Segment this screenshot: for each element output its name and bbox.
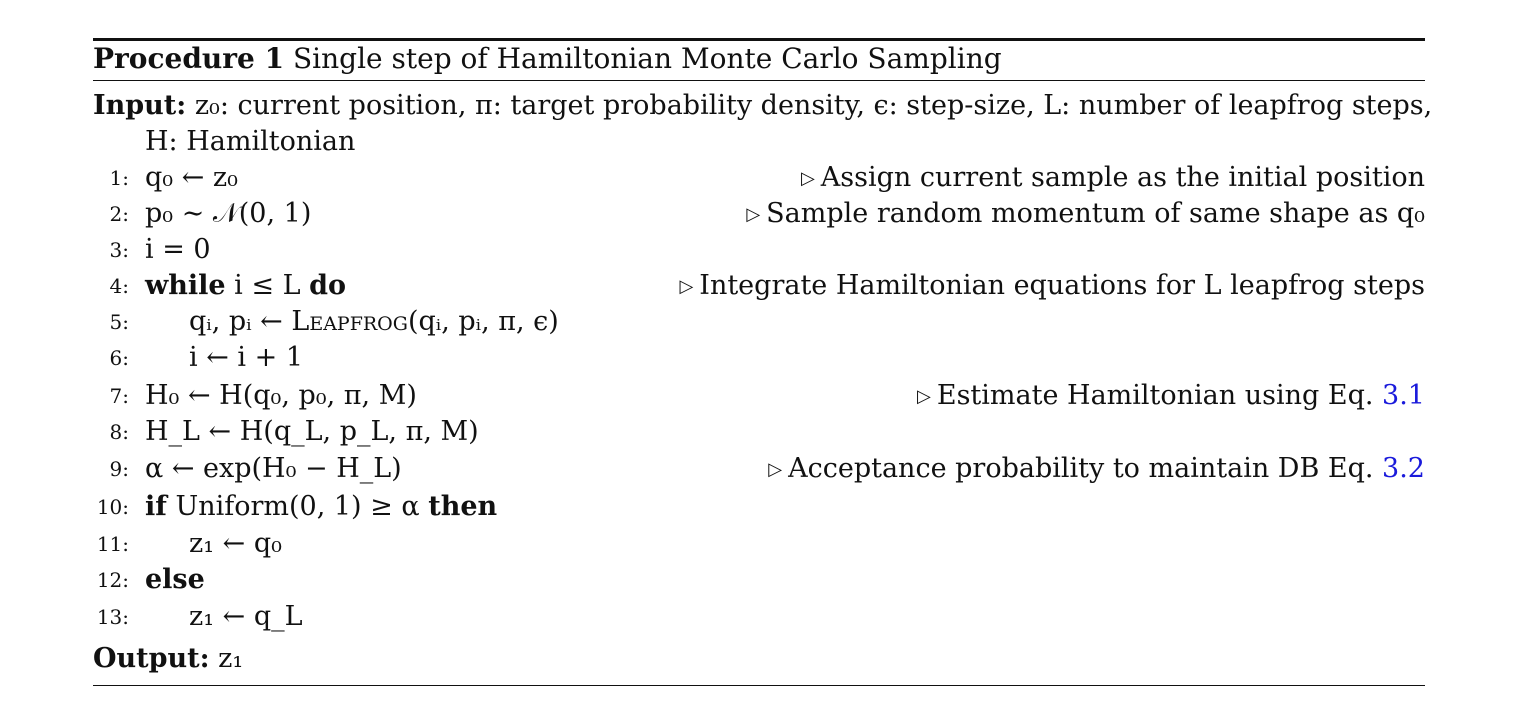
line-code: if Uniform(0, 1) ≥ α then — [145, 491, 498, 522]
line-number: 2: — [109, 202, 129, 226]
equation-ref-link[interactable]: 3.1 — [1382, 380, 1425, 411]
line-number: 10: — [96, 495, 129, 519]
line-comment: ▷ Integrate Hamiltonian equations for L l… — [679, 270, 1425, 301]
output-line: Output: z₁ — [93, 641, 1425, 677]
line-comment: ▷ Sample random momentum of same shape as… — [746, 198, 1425, 229]
line-number: 11: — [96, 532, 129, 556]
algo-line-5: 5: qᵢ, pᵢ ← Leapfrog(qᵢ, pᵢ, π, ϵ) — [93, 304, 1425, 340]
line-number: 6: — [109, 346, 129, 370]
algo-line-11: 11: z₁ ← q₀ — [93, 526, 1425, 562]
bottom-rule — [93, 685, 1425, 686]
line-code: z₁ ← q_L — [189, 601, 303, 632]
algo-line-13: 13: z₁ ← q_L — [93, 599, 1425, 635]
line-number: 13: — [96, 605, 129, 629]
line-number: 12: — [96, 568, 129, 592]
line-number: 3: — [109, 238, 129, 262]
line-number: 1: — [109, 166, 129, 190]
line-number: 7: — [109, 384, 129, 408]
input-text-2: H: Hamiltonian — [145, 126, 356, 157]
line-code: while i ≤ L do — [145, 270, 347, 301]
algo-line-2: 2: p₀ ∼ 𝒩(0, 1) ▷ Sample random momentum … — [93, 196, 1425, 232]
algo-line-9: 9: α ← exp(H₀ − H_L) ▷ Acceptance probabi… — [93, 451, 1425, 487]
algo-line-6: 6: i ← i + 1 — [93, 340, 1425, 376]
line-code: q₀ ← z₀ — [145, 162, 238, 193]
top-rule — [93, 38, 1425, 41]
algo-line-3: 3: i = 0 — [93, 232, 1425, 268]
algo-line-8: 8: H_L ← H(q_L, p_L, π, M) — [93, 414, 1425, 450]
output-text: z₁ — [218, 643, 244, 674]
input-label: Input: — [93, 90, 187, 121]
line-comment: ▷ Acceptance probability to maintain DB E… — [768, 453, 1425, 484]
algo-line-10: 10: if Uniform(0, 1) ≥ α then — [93, 489, 1425, 525]
algo-line-4: 4: while i ≤ L do ▷ Integrate Hamiltonian… — [93, 268, 1425, 304]
comment-triangle-icon: ▷ — [800, 168, 815, 189]
line-code: α ← exp(H₀ − H_L) — [145, 453, 402, 484]
line-number: 4: — [109, 274, 129, 298]
line-number: 9: — [109, 457, 129, 481]
comment-triangle-icon: ▷ — [768, 459, 783, 480]
algorithm-caption: Procedure 1 Single step of Hamiltonian M… — [93, 42, 1002, 75]
line-code: H₀ ← H(q₀, p₀, π, M) — [145, 380, 417, 411]
line-code: else — [145, 564, 205, 595]
algo-line-12: 12: else — [93, 562, 1425, 598]
caption-title: Single step of Hamiltonian Monte Carlo S… — [292, 42, 1002, 75]
input-line-2: H: Hamiltonian — [93, 124, 1425, 160]
line-code: qᵢ, pᵢ ← Leapfrog(qᵢ, pᵢ, π, ϵ) — [189, 306, 559, 337]
line-code: H_L ← H(q_L, p_L, π, M) — [145, 416, 479, 447]
comment-triangle-icon: ▷ — [917, 386, 931, 407]
leapfrog-function: Leapfrog — [291, 306, 408, 337]
algorithm-block: Procedure 1 Single step of Hamiltonian M… — [93, 38, 1432, 688]
line-comment: ▷ Estimate Hamiltonian using Eq. 3.1 — [917, 380, 1425, 411]
line-number: 5: — [109, 310, 129, 334]
line-comment: ▷ Assign current sample as the initial po… — [800, 162, 1425, 193]
input-text-1: z₀: current position, π: target probabil… — [194, 90, 1433, 121]
line-code: z₁ ← q₀ — [189, 528, 282, 559]
comment-triangle-icon: ▷ — [679, 276, 694, 297]
line-code: i = 0 — [145, 234, 211, 265]
caption-label: Procedure 1 — [93, 42, 285, 75]
line-code: i ← i + 1 — [189, 342, 304, 373]
line-number: 8: — [109, 420, 129, 444]
input-line: Input: z₀: current position, π: target p… — [93, 88, 1432, 124]
line-code: p₀ ∼ 𝒩(0, 1) — [145, 198, 312, 229]
equation-ref-link[interactable]: 3.2 — [1382, 453, 1425, 484]
caption-rule — [93, 80, 1425, 81]
comment-triangle-icon: ▷ — [746, 204, 761, 225]
algo-line-1: 1: q₀ ← z₀ ▷ Assign current sample as the… — [93, 160, 1425, 196]
output-label: Output: — [93, 643, 210, 674]
algo-line-7: 7: H₀ ← H(q₀, p₀, π, M) ▷ Estimate Hamilt… — [93, 378, 1425, 414]
